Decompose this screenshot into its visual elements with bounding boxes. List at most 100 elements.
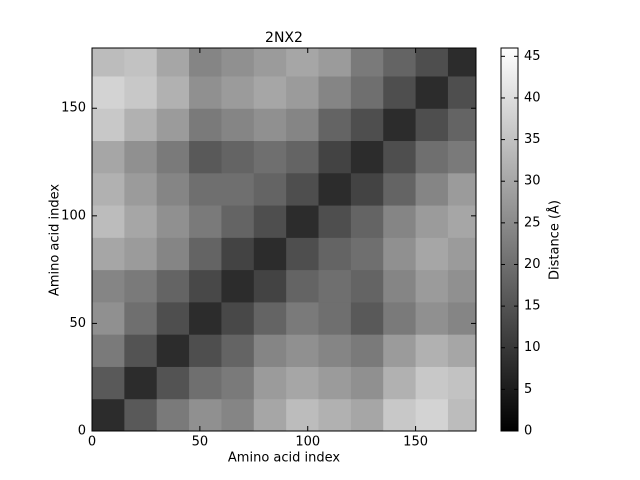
heatmap-cell xyxy=(286,48,320,77)
heatmap-cell xyxy=(383,366,417,400)
heatmap-cell xyxy=(350,108,384,142)
heatmap-cell xyxy=(92,237,125,271)
heatmap-cell xyxy=(253,366,287,400)
heatmap-cell xyxy=(221,237,255,271)
heatmap-cell xyxy=(92,398,125,432)
heatmap-cell xyxy=(124,140,158,174)
heatmap-cell xyxy=(350,334,384,367)
heatmap-cell xyxy=(253,237,287,271)
heatmap-cell xyxy=(156,75,190,109)
heatmap-cell xyxy=(383,75,417,109)
heatmap-cell xyxy=(318,269,352,303)
heatmap-cell xyxy=(253,108,287,142)
heatmap-cell xyxy=(92,140,125,174)
heatmap-cell xyxy=(92,108,125,142)
heatmap-cell xyxy=(221,301,255,335)
heatmap-cell xyxy=(189,398,222,432)
heatmap-cell xyxy=(318,48,352,77)
heatmap-cell xyxy=(318,205,352,238)
heatmap-cell xyxy=(350,269,384,303)
heatmap-cell xyxy=(286,75,320,109)
heatmap-cell xyxy=(189,75,222,109)
heatmap-cell xyxy=(447,269,477,303)
heatmap-cell xyxy=(156,140,190,174)
heatmap-cell xyxy=(415,140,449,174)
heatmap-cell xyxy=(286,140,320,174)
heatmap-cell xyxy=(350,398,384,432)
heatmap-cell xyxy=(124,48,158,77)
heatmap-cell xyxy=(156,172,190,206)
heatmap-cell xyxy=(221,140,255,174)
heatmap-cell xyxy=(189,366,222,400)
heatmap-cell xyxy=(383,205,417,238)
heatmap-cell xyxy=(447,366,477,400)
heatmap-cell xyxy=(383,398,417,432)
heatmap-cell xyxy=(415,172,449,206)
heatmap-cell xyxy=(286,334,320,367)
heatmap-cell xyxy=(156,108,190,142)
heatmap-cell xyxy=(383,334,417,367)
heatmap-cell xyxy=(350,237,384,271)
heatmap-cell xyxy=(253,172,287,206)
heatmap-cell xyxy=(447,301,477,335)
plot-frame xyxy=(91,47,477,432)
heatmap-cell xyxy=(156,48,190,77)
colorbar-tick-label: 15 xyxy=(524,299,541,314)
heatmap-cell xyxy=(318,334,352,367)
heatmap-cell xyxy=(221,269,255,303)
x-tick-label: 50 xyxy=(192,435,209,450)
heatmap-cell xyxy=(124,269,158,303)
heatmap-cell xyxy=(383,140,417,174)
heatmap-cell xyxy=(286,237,320,271)
x-tick-label: 100 xyxy=(295,435,320,450)
heatmap-cell xyxy=(383,108,417,142)
heatmap-cell xyxy=(253,205,287,238)
heatmap-cell xyxy=(383,237,417,271)
heatmap-cell xyxy=(286,301,320,335)
heatmap-cell xyxy=(156,334,190,367)
heatmap-cell xyxy=(189,205,222,238)
heatmap-cell xyxy=(156,205,190,238)
heatmap-cell xyxy=(447,398,477,432)
y-tick-label: 0 xyxy=(78,424,86,439)
colorbar-tick-label: 10 xyxy=(524,340,541,355)
heatmap-cell xyxy=(415,237,449,271)
heatmap-cell xyxy=(124,334,158,367)
heatmap-cell xyxy=(447,75,477,109)
colorbar-tick-label: 5 xyxy=(524,382,532,397)
heatmap-cell xyxy=(124,301,158,335)
heatmap-cell xyxy=(221,398,255,432)
x-axis-label: Amino acid index xyxy=(228,451,340,466)
colorbar-tick-label: 20 xyxy=(524,257,541,272)
heatmap-cell xyxy=(415,108,449,142)
y-tick-label: 100 xyxy=(61,208,86,223)
heatmap-cell xyxy=(350,48,384,77)
heatmap-cell xyxy=(92,75,125,109)
heatmap-cell xyxy=(124,75,158,109)
heatmap-cell xyxy=(318,398,352,432)
heatmap-cell xyxy=(189,48,222,77)
heatmap-cell xyxy=(92,172,125,206)
colorbar-tick-label: 35 xyxy=(524,132,541,147)
heatmap-cell xyxy=(415,334,449,367)
heatmap-cell xyxy=(286,172,320,206)
heatmap-cell xyxy=(156,398,190,432)
heatmap-cell xyxy=(318,366,352,400)
heatmap-cell xyxy=(92,205,125,238)
heatmap-cell xyxy=(383,269,417,303)
heatmap-cell xyxy=(318,140,352,174)
heatmap-cell xyxy=(415,398,449,432)
heatmap-cell xyxy=(189,269,222,303)
heatmap-cell xyxy=(92,301,125,335)
heatmap-cell xyxy=(447,334,477,367)
heatmap-cell xyxy=(189,140,222,174)
heatmap-cell xyxy=(156,366,190,400)
heatmap-cell xyxy=(318,75,352,109)
heatmap-cell xyxy=(286,269,320,303)
heatmap-cell xyxy=(253,269,287,303)
heatmap-cell xyxy=(92,48,125,77)
heatmap-cell xyxy=(447,108,477,142)
heatmap-cell xyxy=(350,140,384,174)
heatmap-cell xyxy=(124,398,158,432)
colorbar-label: Distance (Å) xyxy=(547,200,563,280)
